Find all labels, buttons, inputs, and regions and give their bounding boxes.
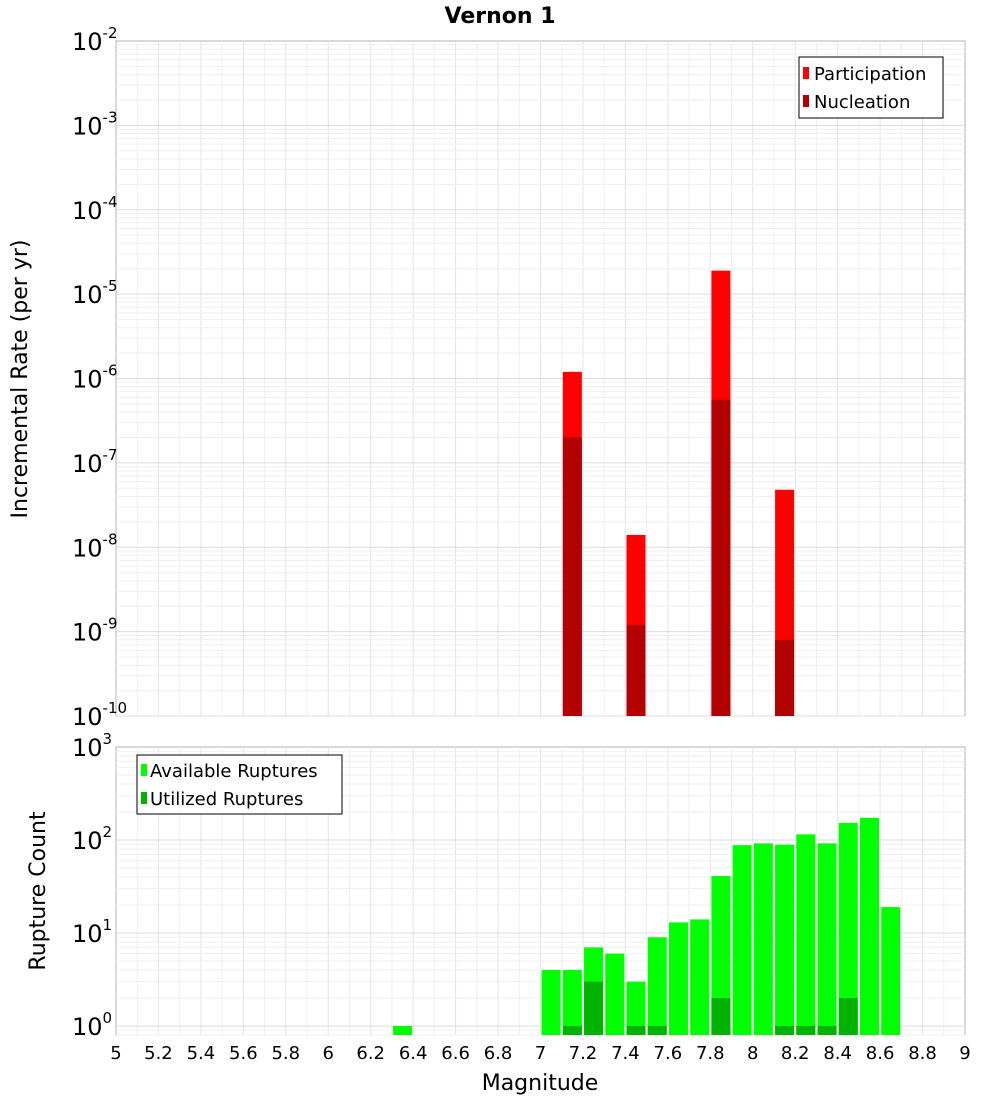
x-tick-label: 8.4	[823, 1043, 852, 1064]
top-legend: Participation Nucleation	[798, 56, 944, 119]
x-tick-label: 5.2	[144, 1043, 173, 1064]
legend-label-participation: Participation	[814, 64, 926, 85]
y-tick-label: 10-8	[72, 530, 118, 562]
x-tick-label: 8.2	[781, 1043, 810, 1064]
bar-available-ruptures	[732, 845, 752, 1035]
bar-available-ruptures	[881, 907, 901, 1035]
y-tick-label: 101	[72, 916, 112, 948]
x-tick-label: 8	[747, 1043, 758, 1064]
legend-swatch-available	[141, 764, 147, 776]
y-tick-label: 10-4	[72, 193, 118, 225]
x-tick-label: 8.6	[866, 1043, 895, 1064]
rupture-count-panel: 103 102 101 100 5 5.2 5.4 5.6 5.8 6 6.2 6.4 6.6 6.8 7…	[26, 730, 971, 1096]
legend-label-utilized: Utilized Ruptures	[150, 789, 303, 810]
bar-available-ruptures	[859, 817, 879, 1035]
y-tick-label: 102	[72, 823, 112, 855]
legend-swatch-utilized	[141, 792, 147, 804]
x-tick-label: 6.2	[356, 1043, 385, 1064]
y-tick-label: 100	[72, 1009, 112, 1041]
y-tick-label: 10-6	[72, 362, 118, 394]
x-tick-label: 5.8	[271, 1043, 300, 1064]
bar-utilized-ruptures	[647, 1025, 667, 1035]
legend-label-available: Available Ruptures	[150, 761, 318, 782]
bottom-legend: Available Ruptures Utilized Ruptures	[136, 754, 343, 815]
bar-available-ruptures	[796, 834, 816, 1035]
x-tick-label: 6	[323, 1043, 334, 1064]
bottom-y-ticks: 103 102 101 100	[72, 730, 112, 1041]
bar-utilized-ruptures	[817, 1025, 837, 1035]
bar-available-ruptures	[838, 822, 858, 1035]
bar-available-ruptures	[647, 937, 667, 1035]
bar-utilized-ruptures	[626, 1025, 646, 1035]
bar-available-ruptures	[541, 969, 561, 1035]
y-tick-label: 10-10	[72, 699, 127, 731]
x-tick-label: 7.2	[569, 1043, 598, 1064]
x-tick-label: 7	[535, 1043, 546, 1064]
bar-available-ruptures	[753, 843, 773, 1035]
x-tick-label: 7.8	[696, 1043, 725, 1064]
x-tick-label: 6.4	[399, 1043, 428, 1064]
top-y-axis-label: Incremental Rate (per yr)	[8, 240, 33, 519]
bar-available-ruptures	[775, 844, 795, 1035]
chart-title: Vernon 1	[445, 4, 556, 29]
bar-utilized-ruptures	[711, 997, 731, 1035]
participation-nucleation-panel: 10-2 10-3 10-4 10-5 10-6 10-7 10-8 10-9 10-10 In…	[8, 24, 966, 731]
x-tick-label: 6.8	[484, 1043, 513, 1064]
legend-label-nucleation: Nucleation	[814, 92, 910, 113]
legend-swatch-participation	[803, 67, 809, 79]
bottom-bars	[393, 817, 901, 1035]
top-bars	[562, 270, 795, 716]
x-tick-label: 6.6	[441, 1043, 470, 1064]
bar-available-ruptures	[668, 922, 688, 1035]
x-tick-label: 8.8	[908, 1043, 937, 1064]
top-legend-box	[798, 56, 944, 119]
legend-swatch-nucleation	[803, 95, 809, 107]
y-tick-label: 10-5	[72, 277, 118, 309]
bar-nucleation	[775, 639, 795, 716]
bar-available-ruptures	[393, 1025, 413, 1035]
top-y-ticks: 10-2 10-3 10-4 10-5 10-6 10-7 10-8 10-9 10-10	[72, 24, 127, 731]
y-tick-label: 10-2	[72, 24, 118, 56]
bar-nucleation	[711, 399, 731, 716]
bar-nucleation	[562, 437, 582, 716]
bar-nucleation	[626, 624, 646, 716]
bar-available-ruptures	[562, 969, 582, 1035]
bar-utilized-ruptures	[584, 981, 604, 1035]
x-ticks: 5 5.2 5.4 5.6 5.8 6 6.2 6.4 6.6 6.8 7 7.2 7.4 7.6 7.8 8…	[110, 1043, 970, 1064]
bottom-y-axis-label: Rupture Count	[26, 811, 51, 971]
y-tick-label: 103	[72, 730, 112, 762]
bar-available-ruptures	[605, 953, 625, 1035]
bar-available-ruptures	[690, 919, 710, 1035]
x-tick-label: 9	[959, 1043, 970, 1064]
bar-available-ruptures	[711, 876, 731, 1035]
x-tick-label: 7.4	[611, 1043, 640, 1064]
x-tick-label: 7.6	[654, 1043, 683, 1064]
bar-utilized-ruptures	[562, 1025, 582, 1035]
y-tick-label: 10-3	[72, 108, 118, 140]
x-tick-label: 5.4	[187, 1043, 216, 1064]
bottom-legend-box	[136, 754, 343, 815]
bar-utilized-ruptures	[775, 1025, 795, 1035]
bar-utilized-ruptures	[796, 1025, 816, 1035]
bar-available-ruptures	[626, 981, 646, 1035]
y-tick-label: 10-9	[72, 615, 118, 647]
bar-available-ruptures	[817, 843, 837, 1035]
x-tick-label: 5	[110, 1043, 121, 1064]
x-axis-label: Magnitude	[482, 1071, 599, 1096]
y-tick-label: 10-7	[72, 446, 118, 478]
x-tick-label: 5.6	[229, 1043, 258, 1064]
bar-utilized-ruptures	[838, 997, 858, 1035]
top-grid	[116, 41, 965, 717]
